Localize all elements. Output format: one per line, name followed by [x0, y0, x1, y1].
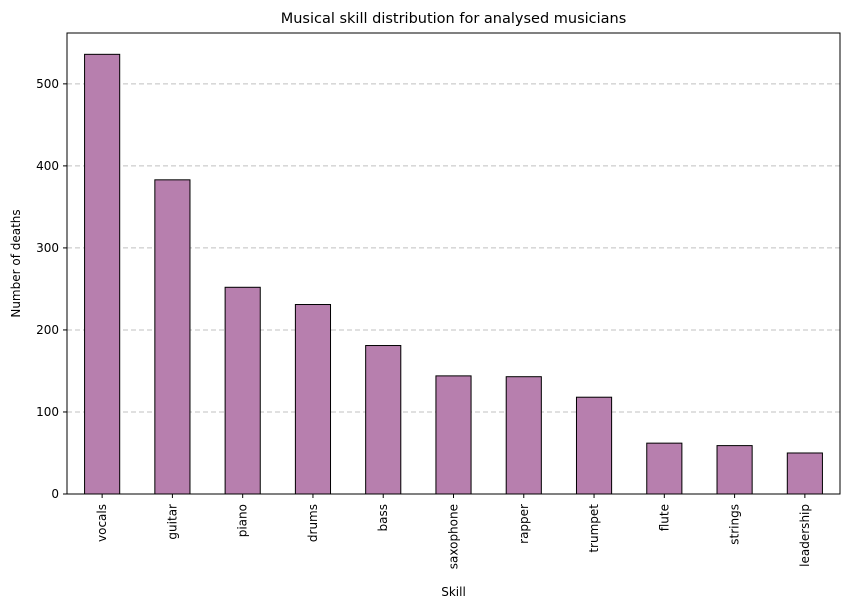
x-tick-label-bass: bass: [376, 504, 390, 531]
bar-bass: [365, 345, 402, 495]
y-tick-label: 400: [36, 159, 59, 173]
y-tick-label: 100: [36, 405, 59, 419]
bar-trumpet: [575, 396, 613, 495]
bar-saxophone: [435, 375, 472, 495]
x-tick-label-piano: piano: [236, 504, 250, 537]
y-axis-title: Number of deaths: [9, 209, 23, 317]
x-tick-label-leadership: leadership: [798, 504, 812, 567]
x-tick-label-saxophone: saxophone: [447, 504, 461, 569]
x-tick-label-guitar: guitar: [165, 504, 179, 540]
x-tick-label-vocals: vocals: [95, 504, 109, 542]
bar-flute: [646, 442, 683, 495]
y-tick-label: 200: [36, 323, 59, 337]
bar-guitar: [154, 179, 191, 495]
x-tick-label-flute: flute: [657, 504, 671, 531]
y-axis-ticks: 0 100 200 300 400 500: [36, 77, 67, 501]
x-tick-label-rapper: rapper: [517, 504, 531, 544]
y-tick-label: 0: [51, 487, 59, 501]
bar-leadership: [786, 452, 823, 495]
gridlines: [67, 83, 840, 413]
bar-drums: [294, 304, 332, 495]
y-tick-label: 300: [36, 241, 59, 255]
x-tick-label-drums: drums: [306, 504, 320, 542]
bar-strings: [716, 445, 753, 495]
x-tick-label-trumpet: trumpet: [587, 504, 601, 553]
bar-piano: [224, 286, 261, 495]
x-tick-label-strings: strings: [728, 504, 742, 545]
x-axis-ticks: vocals guitar piano drums bass saxophone rappe…: [95, 494, 812, 569]
bar-vocals: [84, 53, 121, 495]
chart-title: Musical skill distribution for analysed …: [281, 11, 627, 27]
bar-rapper: [505, 376, 542, 495]
bars: [84, 53, 823, 495]
x-axis-title: Skill: [441, 585, 466, 599]
y-tick-label: 500: [36, 77, 59, 91]
